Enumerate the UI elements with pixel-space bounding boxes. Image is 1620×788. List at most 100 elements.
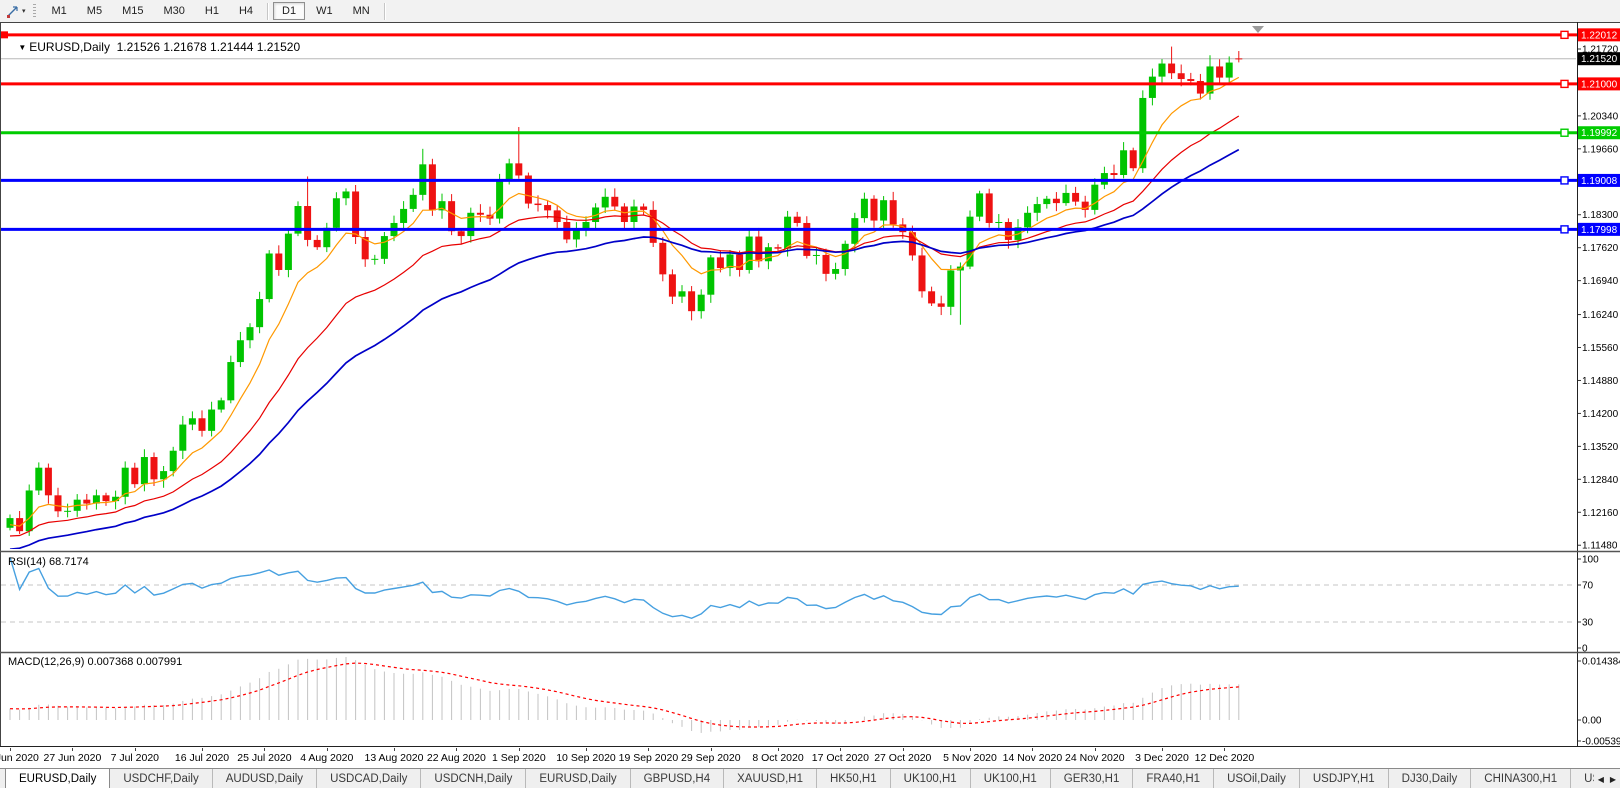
chart-tab-usdjpy-h1-14[interactable]: USDJPY,H1	[1300, 769, 1389, 788]
price-badge: 1.17998	[1581, 225, 1618, 236]
candle-body	[1081, 201, 1089, 210]
timeframe-button-m15[interactable]: M15	[122, 5, 144, 17]
candle-body	[524, 175, 532, 204]
periods-toolbar: ▾ M1 M5 M15 M30 H1 H4 D1 W1 MN	[0, 0, 1620, 23]
ohlc-toggle-caret-icon: ▼	[18, 43, 27, 52]
candle-body	[505, 163, 513, 180]
chart-tab-usdcad-daily-3[interactable]: USDCAD,Daily	[317, 769, 422, 788]
toolbar-grip-handle[interactable]	[32, 3, 36, 19]
chart-tab-uk100-h1-9[interactable]: UK100,H1	[891, 769, 971, 788]
chart-tab-fra40-h1-12[interactable]: FRA40,H1	[1133, 769, 1215, 788]
timeframe-button-w1[interactable]: W1	[316, 5, 333, 17]
candle-body	[649, 209, 657, 243]
date-label: 3 Dec 2020	[1135, 752, 1189, 764]
candle-body	[198, 418, 206, 431]
candle-body	[275, 253, 283, 270]
candle-body	[572, 228, 580, 240]
candle-body	[640, 206, 648, 210]
chart-tab-usdchf-daily-1[interactable]: USDCHF,Daily	[110, 769, 213, 788]
candle-body	[54, 495, 62, 512]
date-tick	[586, 748, 587, 751]
chart-tab-usoil-daily-13[interactable]: USOil,Daily	[1214, 769, 1300, 788]
chart-tab-xauusd-h1-7[interactable]: XAUUSD,H1	[724, 769, 817, 788]
chart-tab-gbpusd-h4-6[interactable]: GBPUSD,H4	[631, 769, 725, 788]
chart-tabs: EURUSD,Daily USDCHF,Daily AUDUSD,Daily USDC…	[0, 768, 1620, 788]
chart-tab-eurusd-daily-0[interactable]: EURUSD,Daily	[5, 769, 111, 788]
timeframe-buttons: M1 M5 M15 M30 H1 H4 D1 W1 MN	[42, 0, 389, 22]
candle-body	[688, 291, 696, 312]
price-badge: 1.19008	[1581, 176, 1618, 187]
tab-scroll-left-icon[interactable]: ◀	[1597, 774, 1604, 784]
chart-canvas[interactable]: 1.21720 1.20340 1.19660 1.18300 1.17620 1.169…	[0, 22, 1620, 748]
tool-dropdown-caret-icon[interactable]: ▾	[22, 8, 26, 15]
horizontal-lines-layer[interactable]	[0, 30, 1577, 234]
timeframe-button-m5[interactable]: M5	[86, 5, 103, 17]
chart-tab-audusd-daily-2[interactable]: AUDUSD,Daily	[213, 769, 318, 788]
candle-body	[6, 518, 14, 528]
candle-body	[1072, 192, 1080, 202]
candle-body	[832, 269, 840, 274]
candle-body	[44, 467, 52, 496]
timeframe-button-h4[interactable]: H4	[238, 5, 254, 17]
price-tick-label: 1.12160	[1582, 508, 1619, 519]
candle-body	[812, 254, 820, 256]
date-label: 24 Nov 2020	[1065, 752, 1125, 764]
chart-shift-marker-icon[interactable]	[1252, 26, 1264, 33]
candle-body	[659, 242, 667, 275]
ma-slow-line	[9, 148, 1240, 549]
candle-body	[140, 457, 148, 485]
price-tick-label: 1.12840	[1582, 475, 1619, 486]
candle-body	[284, 233, 292, 270]
candle-body	[1100, 173, 1108, 185]
candle-body	[236, 340, 244, 363]
chart-title-text: EURUSD,Daily 1.21526 1.21678 1.21444 1.2…	[29, 40, 301, 54]
date-label: 29 Sep 2020	[681, 752, 741, 764]
candle-body	[889, 200, 897, 225]
chart-tab-uk100-h1-10[interactable]: UK100,H1	[971, 769, 1051, 788]
candle-body	[1129, 150, 1137, 169]
chart-tab-ger30-h1-11[interactable]: GER30,H1	[1051, 769, 1134, 788]
candle-body	[361, 237, 369, 260]
candle-body	[121, 467, 129, 497]
candle-body	[342, 191, 350, 199]
date-label: 4 Aug 2020	[300, 752, 354, 764]
candle-body	[246, 327, 254, 341]
date-tick	[710, 748, 712, 751]
date-tick	[394, 748, 395, 751]
candle-body	[880, 200, 888, 221]
candle-body	[160, 471, 168, 480]
timeframe-button-m30[interactable]: M30	[163, 5, 185, 17]
panel-borders	[0, 22, 1620, 747]
chart-cursor-tool[interactable]: ▾	[0, 0, 29, 22]
candle-body	[313, 239, 321, 248]
candle-body	[1062, 192, 1070, 204]
chart-tab-eurusd-daily-5[interactable]: EURUSD,Daily	[526, 769, 631, 788]
candle-body	[1158, 63, 1166, 77]
timeframe-button-d1[interactable]: D1	[273, 2, 306, 20]
tab-scroll-right-icon[interactable]: ▶	[1609, 774, 1616, 784]
price-axis[interactable]: 1.21720 1.20340 1.19660 1.18300 1.17620 1.169…	[1577, 28, 1620, 552]
candle-body	[256, 299, 264, 328]
candle-body	[438, 201, 446, 211]
chart-tab-dj30-daily-15[interactable]: DJ30,Daily	[1389, 769, 1472, 788]
chart-tab-china300-h1-16[interactable]: CHINA300,H1	[1471, 769, 1572, 788]
date-tick	[902, 748, 904, 751]
date-axis[interactable]: 18 Jun 2020 27 Jun 2020 7 Jul 2020 16 Jul 2…	[0, 747, 1620, 767]
timeframe-button-mn[interactable]: MN	[352, 5, 370, 17]
candle-body	[467, 212, 475, 237]
price-tick-label: 1.16940	[1582, 276, 1619, 287]
candle-body	[188, 418, 196, 425]
timeframe-button-m1[interactable]: M1	[51, 5, 67, 17]
candle-body	[995, 222, 1003, 224]
rsi-tick-label: 30	[1582, 618, 1594, 629]
candle-body	[112, 496, 120, 502]
ma-fast-line	[9, 76, 1240, 527]
chart-tab-hk50-h1-8[interactable]: HK50,H1	[817, 769, 891, 788]
candle-body	[534, 203, 542, 206]
candle-body	[697, 294, 705, 312]
timeframe-button-h1[interactable]: H1	[204, 5, 219, 17]
chart-tab-usdcnh-daily-4[interactable]: USDCNH,Daily	[421, 769, 527, 788]
candle-body	[870, 198, 878, 221]
price-tick-label: 1.19660	[1582, 144, 1619, 155]
macd-tick-label: 0.014384	[1582, 657, 1620, 668]
